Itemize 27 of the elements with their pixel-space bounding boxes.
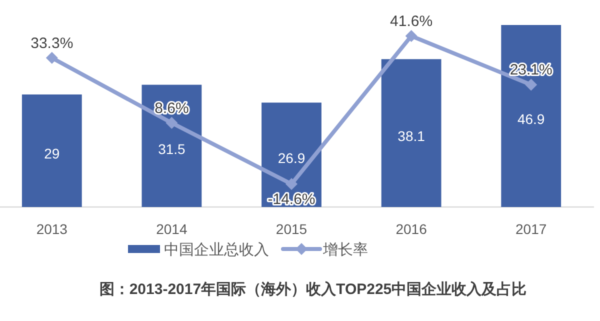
point	[405, 30, 418, 42]
data-label: 41.6%	[390, 13, 433, 30]
x-tick-label: 2016	[396, 221, 428, 237]
data-label: 33.3%	[30, 34, 74, 52]
point	[46, 52, 58, 64]
data-label: 8.6%	[154, 100, 189, 117]
data-label: 31.5	[158, 140, 186, 157]
bar	[501, 25, 562, 207]
x-tick-label: 2013	[36, 221, 68, 237]
bar	[381, 59, 442, 207]
data-label: 38.1	[398, 128, 426, 144]
legend-label: 中国企业总收入	[164, 242, 269, 258]
data-label: 29	[44, 146, 60, 162]
data-label: 23.1%	[510, 62, 552, 79]
x-tick-label: 2014	[156, 221, 188, 237]
legend-label: 增长率	[322, 242, 368, 258]
point	[166, 116, 178, 129]
point	[525, 78, 538, 91]
bar	[142, 84, 202, 207]
x-tick-label: 2015	[276, 221, 308, 237]
point	[286, 178, 298, 190]
data-label: 46.9	[517, 111, 545, 127]
bar	[22, 94, 82, 207]
data-label: 26.9	[278, 150, 306, 166]
x-tick-label: 2017	[516, 221, 547, 237]
text: 图：2013-2017年国际（海外）收入TOP225中国企业收入及占比	[99, 281, 527, 298]
data-label: -14.6%	[268, 191, 316, 208]
